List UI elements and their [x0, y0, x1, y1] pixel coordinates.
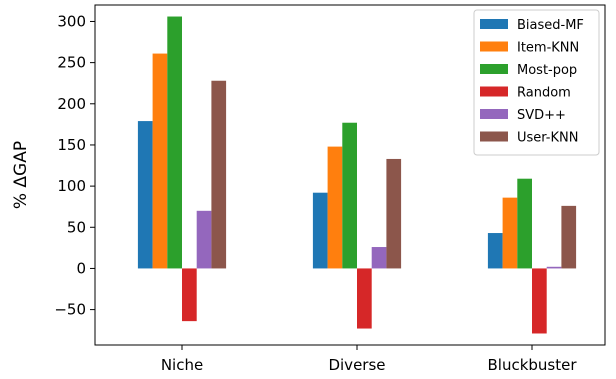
bar-user-knn-niche	[211, 80, 227, 269]
legend-label: Most-pop	[517, 63, 577, 78]
bar-biased-mf-niche	[137, 121, 153, 269]
bars	[137, 16, 577, 334]
x-axis-ticks: Niche Diverse Bluckbuster	[161, 345, 577, 374]
bar-item-knn-diverse	[327, 146, 343, 269]
legend-label: Random	[517, 86, 571, 101]
bar-most-pop-bluckbuster	[517, 178, 532, 269]
bar-svd--diverse	[371, 247, 387, 269]
legend-swatch	[480, 109, 508, 119]
y-tick-label: 0	[76, 259, 86, 277]
y-tick-label: 150	[57, 136, 86, 154]
bar-random-niche	[182, 268, 197, 322]
bar-biased-mf-diverse	[312, 192, 328, 269]
legend-label: SVD++	[517, 108, 566, 123]
y-tick-label: 300	[57, 12, 86, 30]
plot-frame	[94, 4, 606, 346]
bar-svd--bluckbuster	[546, 266, 562, 269]
x-tick-label: Bluckbuster	[487, 356, 577, 374]
legend-swatch	[480, 19, 508, 29]
legend-label: Item-KNN	[517, 41, 579, 56]
y-tick-label: −50	[54, 301, 86, 319]
bar-random-bluckbuster	[532, 268, 547, 334]
y-axis-ticks: −50 0 50 100 150 200 250 300	[54, 12, 95, 319]
legend-swatch	[480, 131, 508, 142]
y-tick-label: 100	[57, 177, 86, 195]
y-tick-label: 50	[67, 218, 86, 236]
legend-label: Biased-MF	[517, 18, 584, 33]
legend-swatch	[480, 41, 508, 52]
legend-swatch	[480, 86, 508, 97]
bar-most-pop-diverse	[342, 122, 357, 269]
bar-user-knn-diverse	[386, 158, 402, 269]
bar-biased-mf-bluckbuster	[487, 233, 503, 269]
bar-user-knn-bluckbuster	[561, 205, 577, 269]
bar-svd--niche	[196, 210, 212, 269]
bar-item-knn-niche	[152, 53, 168, 269]
x-tick-label: Niche	[161, 356, 203, 374]
bar-random-diverse	[357, 268, 372, 329]
legend-label: User-KNN	[517, 131, 578, 146]
y-tick-label: 250	[57, 54, 86, 72]
y-tick-label: 200	[57, 95, 86, 113]
legend-swatch	[480, 64, 508, 74]
x-tick-label: Diverse	[328, 356, 385, 374]
bar-item-knn-bluckbuster	[502, 197, 518, 269]
legend: Biased-MF Item-KNN Most-pop Random SVD++ User…	[473, 9, 600, 156]
y-axis-label: % ΔGAP	[11, 141, 31, 209]
bar-most-pop-niche	[167, 16, 182, 269]
